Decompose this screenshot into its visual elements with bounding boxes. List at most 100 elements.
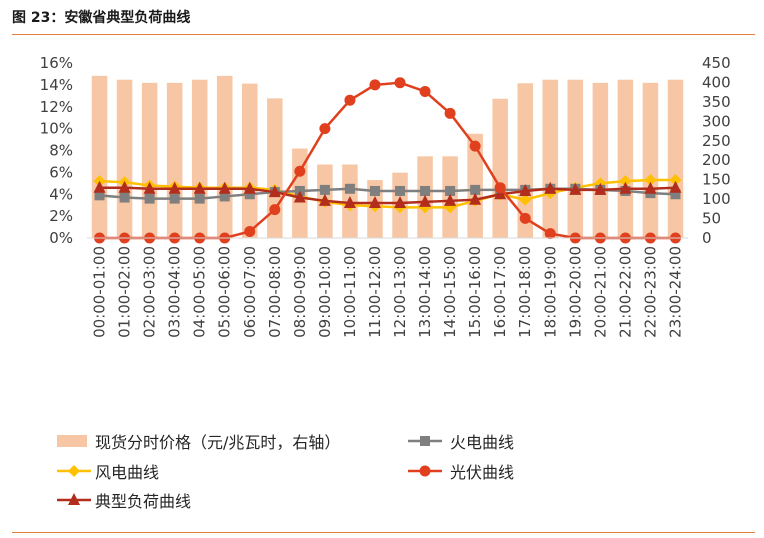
point-marker: [369, 185, 380, 196]
left-tick-label: 10%: [40, 120, 73, 138]
right-tick-label: 150: [702, 171, 731, 189]
price-bar-2: [141, 82, 158, 238]
bottom-rule: [12, 532, 755, 533]
point-marker: [344, 94, 356, 106]
line-series-group: [93, 77, 682, 244]
point-marker: [293, 190, 306, 203]
point-marker: [268, 185, 281, 198]
point-marker: [519, 212, 531, 224]
point-marker: [243, 181, 256, 194]
series-line: [99, 81, 676, 240]
point-marker: [394, 196, 407, 208]
point-marker: [619, 181, 632, 194]
point-marker: [619, 175, 632, 188]
point-marker: [118, 180, 131, 193]
point-marker: [444, 107, 456, 119]
line-series-triangle: [93, 180, 682, 208]
point-marker: [519, 183, 532, 196]
left-tick-label: 12%: [40, 98, 73, 116]
right-tick-label: 200: [702, 151, 731, 169]
point-marker: [669, 174, 682, 187]
x-tick-label: 11:00-12:00: [366, 246, 384, 338]
x-tick-label: 17:00-18:00: [516, 246, 534, 338]
point-marker: [194, 193, 205, 204]
price-bar-5: [216, 75, 233, 238]
x-tick-label: 14:00-15:00: [441, 246, 459, 338]
price-bar-16: [492, 98, 508, 239]
price-bar-6: [242, 83, 258, 238]
point-marker: [419, 85, 431, 97]
point-marker: [94, 190, 105, 201]
x-tick-label: 10:00-11:00: [341, 246, 359, 338]
point-marker: [319, 184, 330, 195]
point-marker: [420, 185, 431, 196]
point-marker: [318, 193, 331, 206]
x-tick-label: 01:00-02:00: [116, 246, 134, 338]
point-marker: [368, 196, 381, 208]
point-marker: [193, 181, 206, 194]
point-marker: [419, 194, 432, 207]
x-tick-label: 19:00-20:00: [566, 246, 584, 338]
x-tick-label: 12:00-13:00: [391, 246, 409, 338]
x-tick-label: 03:00-04:00: [166, 246, 184, 338]
price-bar-4: [191, 79, 208, 238]
point-marker: [244, 225, 256, 237]
x-tick-label: 22:00-23:00: [641, 246, 659, 338]
point-marker: [544, 181, 557, 194]
point-marker: [669, 180, 682, 193]
point-marker: [594, 182, 607, 195]
point-marker: [369, 79, 381, 91]
point-marker: [395, 185, 406, 196]
top-rule: [12, 34, 755, 35]
right-tick-label: 400: [702, 73, 731, 91]
price-bar-19: [567, 79, 584, 238]
x-tick-label: 15:00-16:00: [466, 246, 484, 338]
point-marker: [169, 193, 180, 204]
point-marker: [343, 196, 356, 208]
x-tick-label: 02:00-03:00: [141, 246, 159, 338]
right-tick-label: 250: [702, 132, 731, 150]
x-tick-label: 13:00-14:00: [416, 246, 434, 338]
price-bar-1: [116, 79, 133, 238]
x-tick-label: 07:00-08:00: [266, 246, 284, 338]
left-tick-label: 0%: [49, 229, 73, 247]
price-bar-22: [642, 82, 659, 238]
x-tick-label: 08:00-09:00: [291, 246, 309, 338]
point-marker: [469, 140, 481, 152]
price-bar-20: [592, 82, 609, 238]
x-tick-label: 09:00-10:00: [316, 246, 334, 338]
x-axis-ticks: 00:00-01:00 01:00-02:00 02:00-03:00 03:00-0…: [91, 246, 685, 338]
point-marker: [544, 228, 556, 240]
point-marker: [494, 187, 507, 200]
point-marker: [218, 181, 231, 194]
price-bar-3: [166, 82, 183, 238]
x-tick-label: 06:00-07:00: [241, 246, 259, 338]
point-marker: [93, 180, 106, 193]
left-tick-label: 8%: [49, 142, 73, 160]
x-tick-label: 21:00-22:00: [616, 246, 634, 338]
left-tick-label: 2%: [49, 207, 73, 225]
bar-series-price: [91, 75, 684, 239]
point-marker: [644, 181, 657, 194]
series-line: [99, 186, 676, 205]
point-marker: [445, 185, 456, 196]
right-tick-label: 450: [702, 54, 731, 72]
right-tick-label: 50: [702, 210, 721, 228]
price-bar-21: [617, 79, 634, 238]
x-tick-label: 05:00-06:00: [216, 246, 234, 338]
left-tick-label: 6%: [49, 163, 73, 181]
point-marker: [219, 191, 230, 202]
point-marker: [670, 189, 681, 200]
point-marker: [644, 174, 657, 187]
right-tick-label: 300: [702, 112, 731, 130]
right-tick-label: 0: [702, 229, 712, 247]
price-bar-18: [542, 79, 559, 238]
left-axis-ticks: 0% 2% 4% 6% 8% 10% 12% 14% 16%: [40, 54, 73, 247]
price-bar-7: [267, 98, 283, 238]
left-tick-label: 14%: [40, 76, 73, 94]
point-marker: [144, 193, 155, 204]
point-marker: [244, 189, 255, 200]
point-marker: [569, 182, 582, 195]
